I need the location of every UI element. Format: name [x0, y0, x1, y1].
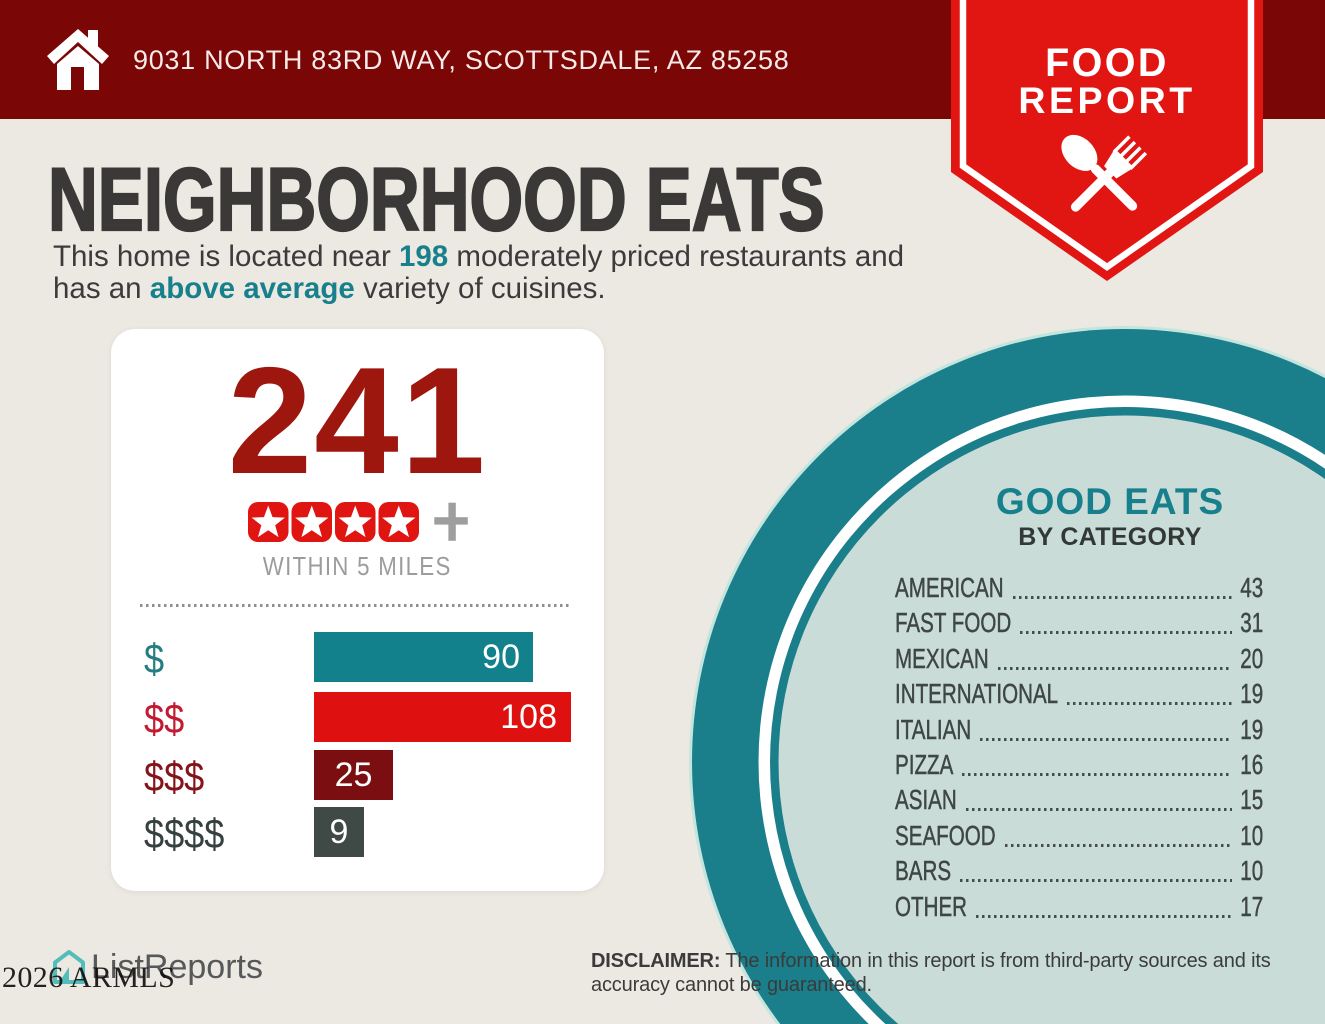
svg-text:REPORT: REPORT: [1018, 79, 1195, 121]
svg-text:FOOD: FOOD: [1045, 41, 1169, 85]
